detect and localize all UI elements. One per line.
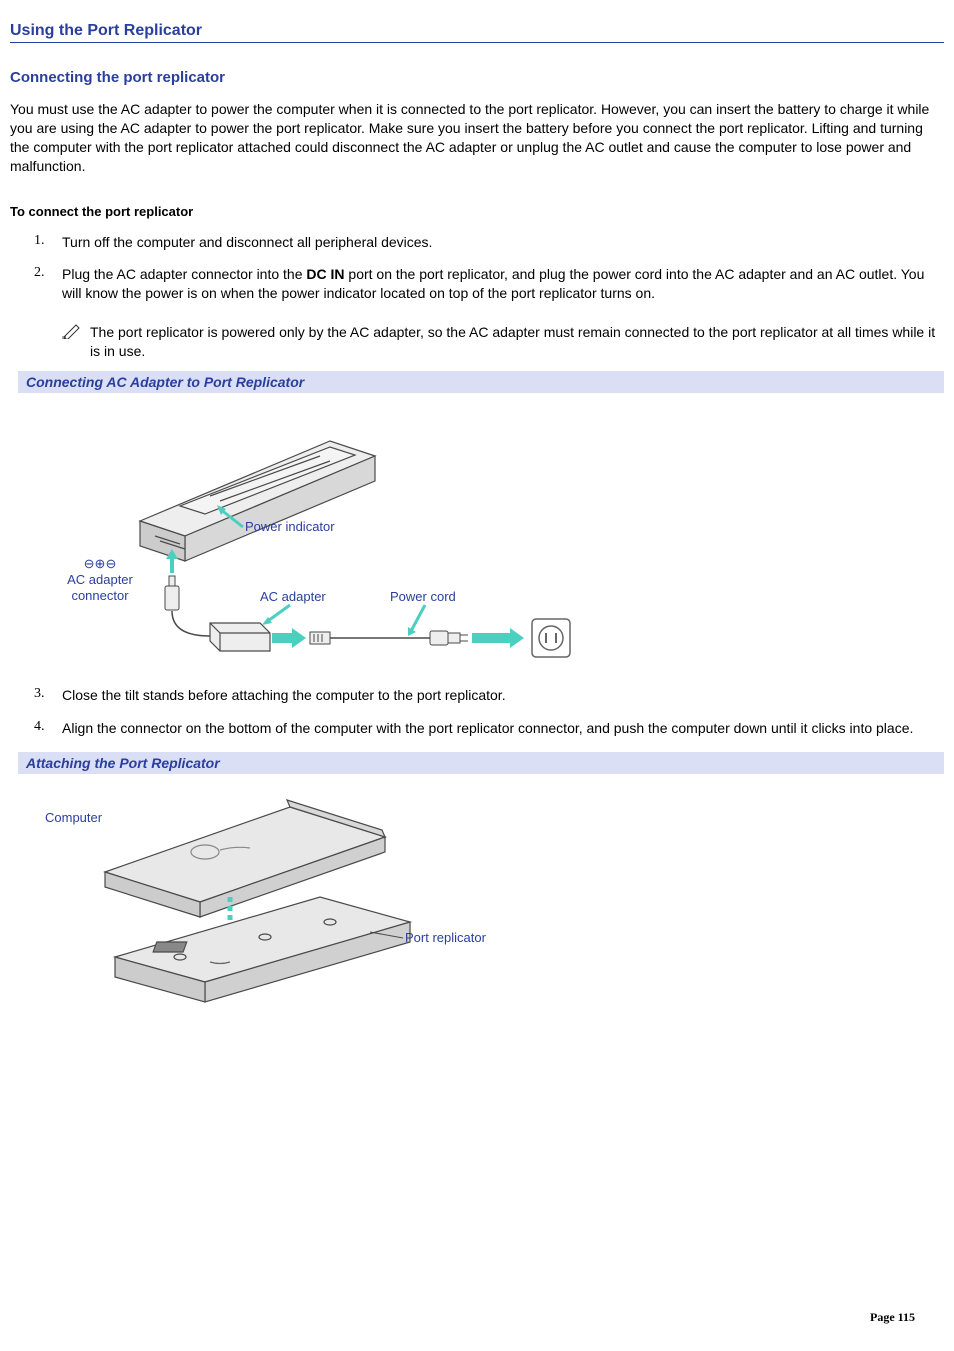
port-replicator-drawing bbox=[140, 441, 375, 561]
instruct-header: To connect the port replicator bbox=[10, 204, 944, 219]
step-4: 4. Align the connector on the bottom of … bbox=[10, 719, 944, 738]
arrow-right-icon bbox=[472, 628, 524, 648]
label-ac-adapter-connector-2: connector bbox=[71, 588, 129, 603]
step-2-pre: Plug the AC adapter connector into the bbox=[62, 266, 306, 282]
label-ac-adapter-connector-1: AC adapter bbox=[67, 572, 133, 587]
subsection-title: Connecting the port replicator bbox=[10, 69, 944, 86]
label-power-cord: Power cord bbox=[390, 589, 456, 604]
figure-2-caption: Attaching the Port Replicator bbox=[18, 752, 944, 774]
step-number: 1. bbox=[10, 233, 62, 252]
note-pencil-icon bbox=[62, 323, 84, 361]
power-plug-icon bbox=[430, 631, 468, 645]
step-text: Align the connector on the bottom of the… bbox=[62, 719, 944, 738]
laptop-drawing bbox=[105, 800, 385, 917]
step-2: 2. Plug the AC adapter connector into th… bbox=[10, 265, 944, 303]
label-ac-adapter: AC adapter bbox=[260, 589, 326, 604]
step-text: Close the tilt stands before attaching t… bbox=[62, 686, 944, 705]
label-computer: Computer bbox=[45, 810, 103, 825]
outlet-icon bbox=[532, 619, 570, 657]
intro-paragraph: You must use the AC adapter to power the… bbox=[10, 100, 944, 176]
step-3: 3. Close the tilt stands before attachin… bbox=[10, 686, 944, 705]
figure-1: Power indicator ⊖⊕⊖ AC adapter connector… bbox=[10, 393, 944, 666]
page-number: Page 115 bbox=[870, 1310, 915, 1325]
step-1: 1. Turn off the computer and disconnect … bbox=[10, 233, 944, 252]
arrow-right-icon bbox=[272, 628, 306, 648]
ac-adapter-brick-icon bbox=[210, 623, 270, 651]
svg-text:⊖⊕⊖: ⊖⊕⊖ bbox=[84, 556, 117, 571]
figure-1-caption: Connecting AC Adapter to Port Replicator bbox=[18, 371, 944, 393]
label-port-replicator: Port replicator bbox=[405, 930, 487, 945]
step-text: Plug the AC adapter connector into the D… bbox=[62, 265, 944, 303]
step-number: 3. bbox=[10, 686, 62, 705]
step-number: 2. bbox=[10, 265, 62, 303]
note-text: The port replicator is powered only by t… bbox=[90, 323, 944, 361]
note-block: The port replicator is powered only by t… bbox=[62, 323, 944, 361]
step-2-bold: DC IN bbox=[306, 266, 344, 282]
section-title: Using the Port Replicator bbox=[10, 22, 944, 43]
label-power-indicator: Power indicator bbox=[245, 519, 335, 534]
figure-2: Computer bbox=[10, 774, 944, 1017]
step-number: 4. bbox=[10, 719, 62, 738]
dc-plug-icon bbox=[165, 576, 179, 610]
step-text: Turn off the computer and disconnect all… bbox=[62, 233, 944, 252]
port-replicator-base-drawing bbox=[115, 897, 410, 1002]
